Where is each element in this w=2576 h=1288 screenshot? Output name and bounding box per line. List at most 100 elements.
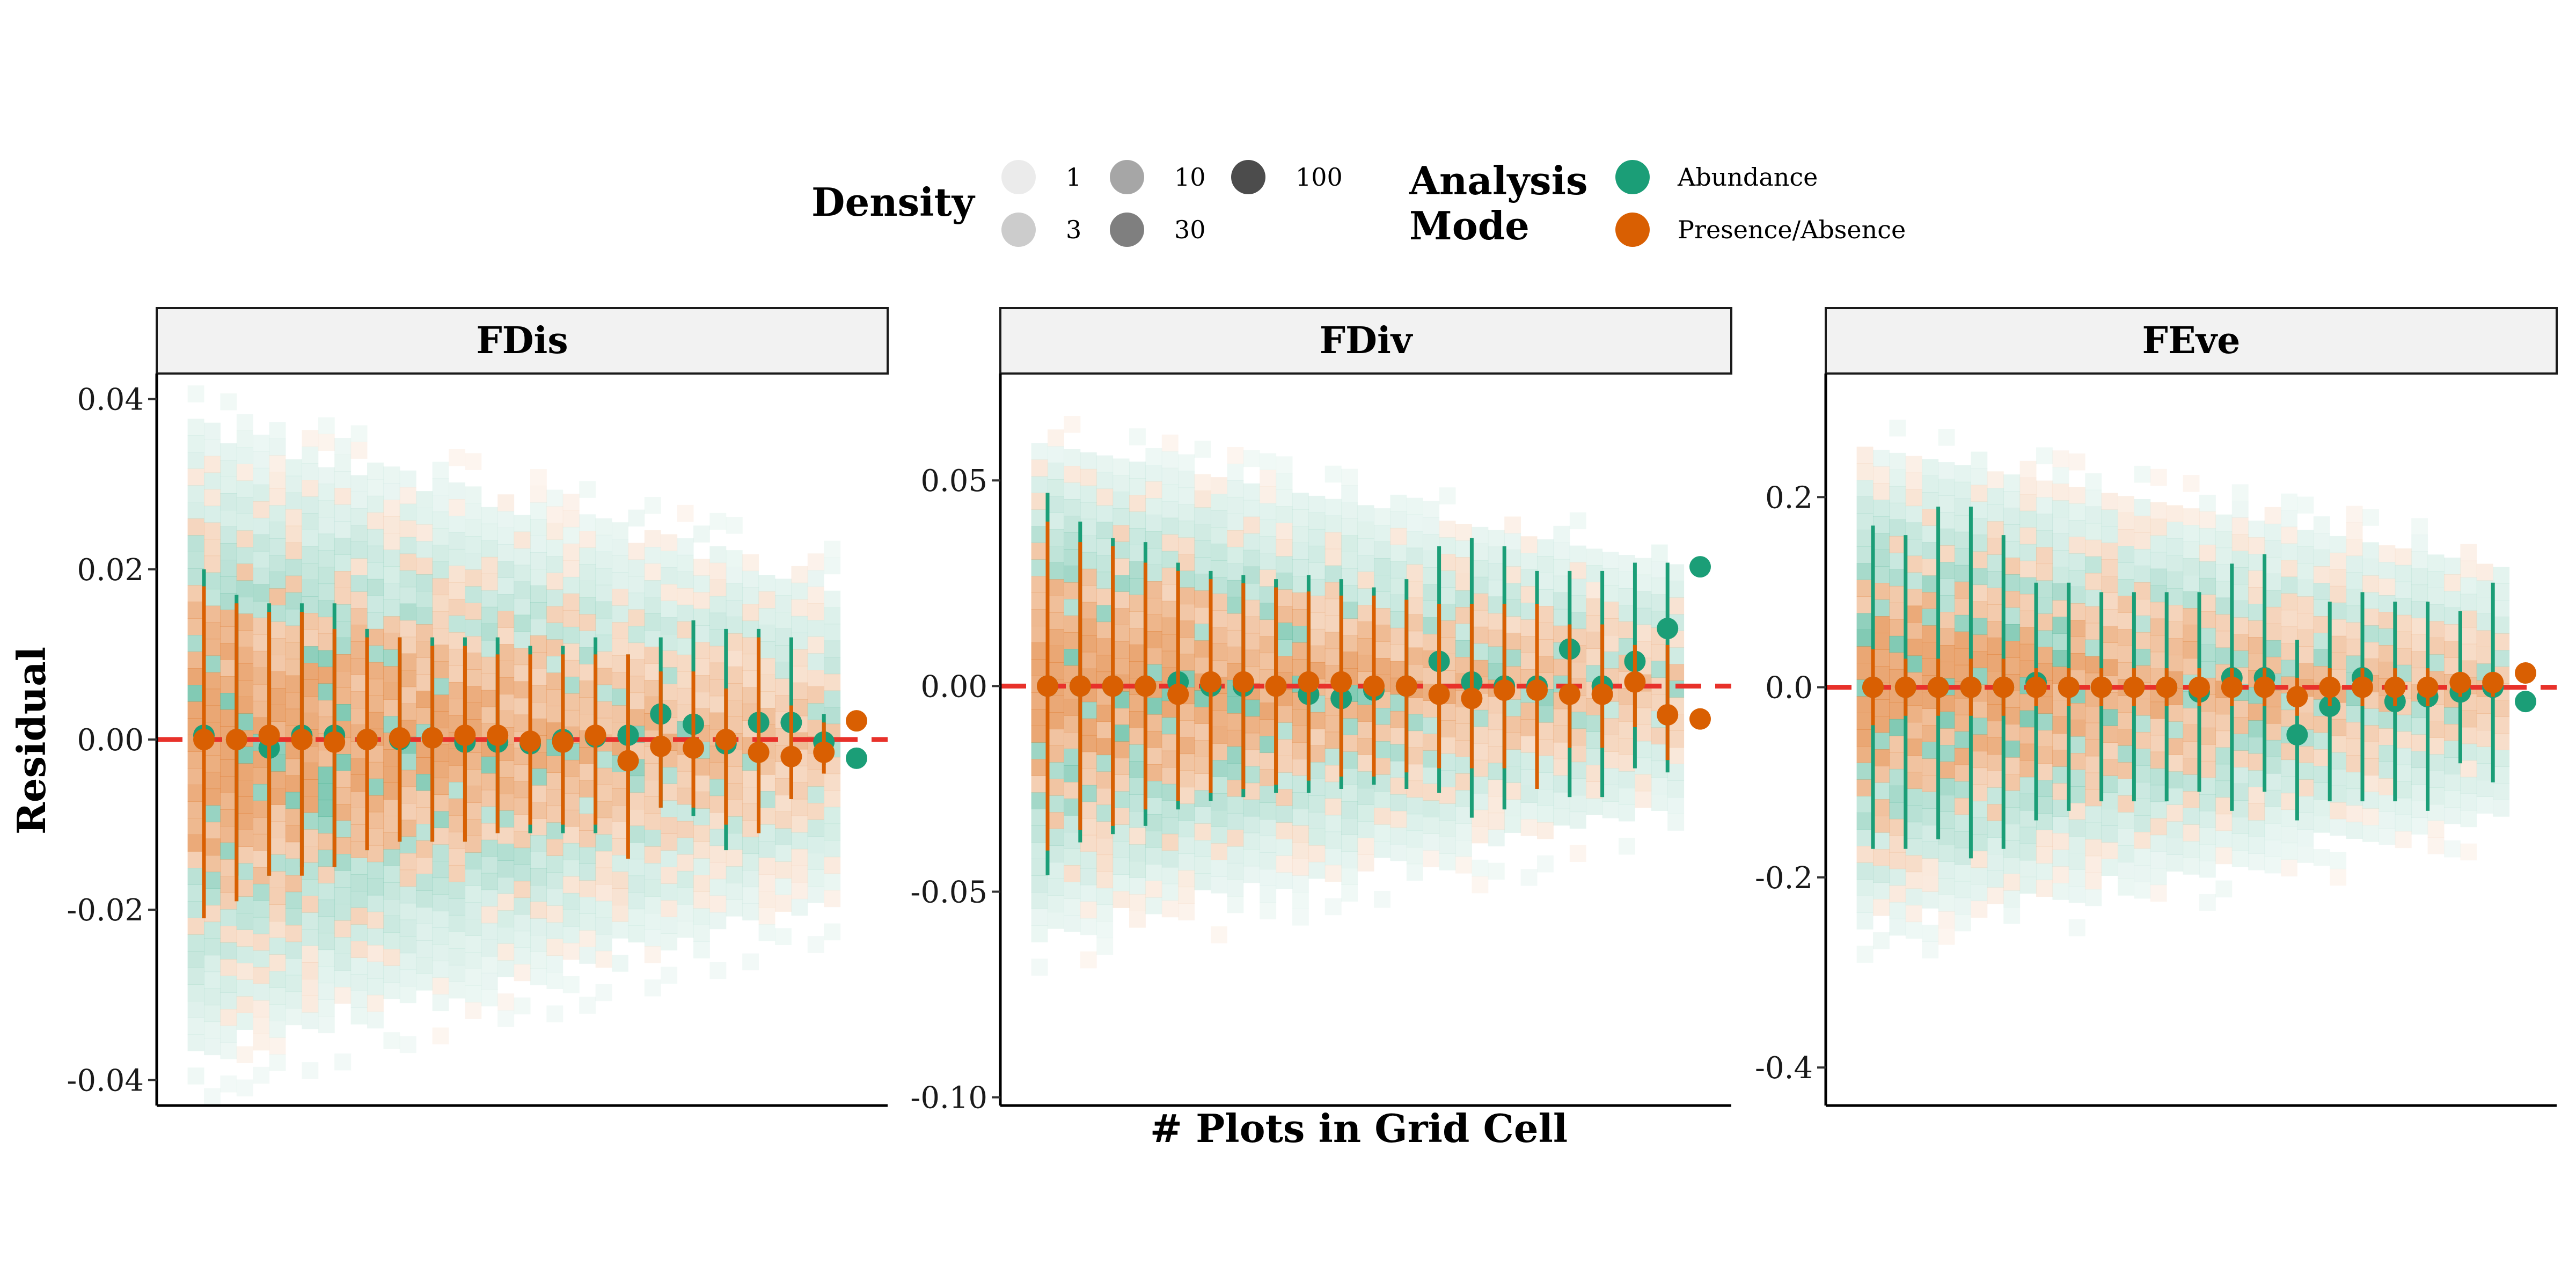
density-tile bbox=[1292, 609, 1309, 626]
density-tile bbox=[302, 463, 319, 480]
density-tile bbox=[350, 824, 368, 841]
density-tile bbox=[2019, 826, 2037, 844]
density-tile bbox=[1292, 526, 1309, 543]
density-tile bbox=[1873, 932, 1890, 949]
density-tile bbox=[187, 668, 204, 685]
density-tile bbox=[1856, 580, 1874, 597]
density-tile bbox=[432, 711, 449, 729]
density-tile bbox=[269, 854, 286, 872]
density-tile bbox=[2362, 742, 2379, 759]
density-tile bbox=[2297, 613, 2314, 630]
density-tile bbox=[1341, 568, 1358, 586]
density-tile bbox=[1987, 771, 2004, 788]
density-tile bbox=[1856, 463, 1874, 480]
density-tile bbox=[1635, 741, 1652, 758]
density-tile bbox=[2003, 474, 2021, 492]
density-tile bbox=[2085, 756, 2102, 773]
density-tile bbox=[2052, 484, 2069, 501]
density-tile bbox=[2183, 724, 2200, 742]
density-tile bbox=[334, 920, 352, 938]
density-tile bbox=[1856, 646, 1874, 663]
density-tile bbox=[2379, 662, 2396, 679]
data-point bbox=[748, 741, 770, 763]
density-tile bbox=[1276, 489, 1293, 507]
density-tile bbox=[1341, 469, 1358, 486]
density-tile bbox=[204, 788, 221, 806]
density-tile bbox=[334, 970, 352, 987]
density-tile bbox=[562, 892, 580, 910]
density-tile bbox=[562, 576, 580, 594]
density-tile bbox=[693, 758, 710, 775]
density-tile bbox=[824, 773, 841, 791]
data-point bbox=[1102, 675, 1124, 697]
density-tile bbox=[562, 693, 580, 711]
density-tile bbox=[399, 603, 416, 621]
density-tile bbox=[302, 613, 319, 630]
density-tile bbox=[1955, 631, 1971, 649]
density-tile bbox=[2215, 847, 2233, 865]
density-tile bbox=[432, 511, 449, 529]
density-tile bbox=[1276, 772, 1293, 789]
density-tile bbox=[1113, 724, 1130, 742]
density-tile bbox=[1455, 590, 1472, 608]
density-tile bbox=[677, 821, 694, 838]
density-tile bbox=[204, 872, 221, 889]
density-tile bbox=[1096, 588, 1114, 606]
density-tile bbox=[399, 919, 416, 937]
density-tile bbox=[449, 582, 465, 599]
density-tile bbox=[1080, 518, 1097, 536]
density-tile bbox=[236, 946, 253, 963]
density-tile bbox=[497, 910, 515, 927]
density-tile bbox=[2068, 487, 2085, 504]
density-tile bbox=[1113, 841, 1130, 858]
density-tile bbox=[1031, 476, 1048, 493]
density-tile bbox=[1129, 611, 1146, 628]
density-tile bbox=[2395, 581, 2412, 599]
density-tile bbox=[465, 636, 482, 653]
density-tile bbox=[1938, 878, 1955, 895]
density-tile bbox=[2330, 852, 2347, 869]
density-tile bbox=[1129, 861, 1146, 878]
density-tile bbox=[253, 767, 270, 785]
density-tile bbox=[628, 875, 645, 893]
density-tile bbox=[824, 607, 841, 625]
density-tile bbox=[562, 510, 580, 528]
density-tile bbox=[709, 812, 727, 830]
density-tile bbox=[2036, 647, 2053, 664]
density-tile bbox=[677, 837, 694, 855]
density-tile bbox=[1324, 865, 1342, 882]
density-tile bbox=[1211, 527, 1227, 544]
density-tile bbox=[1374, 641, 1391, 658]
density-tile bbox=[2231, 501, 2249, 518]
density-tile bbox=[628, 792, 645, 810]
density-tile bbox=[562, 809, 580, 827]
density-tile bbox=[1161, 501, 1179, 518]
density-tile bbox=[286, 525, 302, 543]
density-tile bbox=[399, 570, 416, 588]
density-tile bbox=[1048, 446, 1064, 463]
density-tile bbox=[807, 770, 824, 787]
density-tile bbox=[546, 839, 564, 857]
density-tile bbox=[2362, 575, 2379, 592]
density-tile bbox=[1341, 801, 1358, 819]
density-tile bbox=[187, 968, 204, 985]
density-tile bbox=[2199, 511, 2216, 529]
density-tile bbox=[1390, 644, 1407, 662]
density-tile bbox=[2199, 777, 2216, 795]
density-tile bbox=[497, 528, 515, 545]
density-tile bbox=[2281, 660, 2297, 677]
density-tile bbox=[350, 974, 368, 991]
density-tile bbox=[2003, 724, 2021, 741]
density-tile bbox=[465, 553, 482, 570]
density-tile bbox=[579, 997, 596, 1014]
data-point bbox=[421, 727, 443, 749]
density-tile bbox=[1922, 642, 1939, 659]
density-tile bbox=[1048, 629, 1064, 646]
density-tile bbox=[286, 475, 302, 493]
density-tile bbox=[1955, 481, 1971, 499]
density-tile bbox=[2330, 752, 2347, 770]
density-tile bbox=[1178, 820, 1195, 838]
density-tile bbox=[236, 963, 253, 980]
density-tile bbox=[1341, 502, 1358, 519]
density-tile bbox=[1048, 912, 1064, 929]
